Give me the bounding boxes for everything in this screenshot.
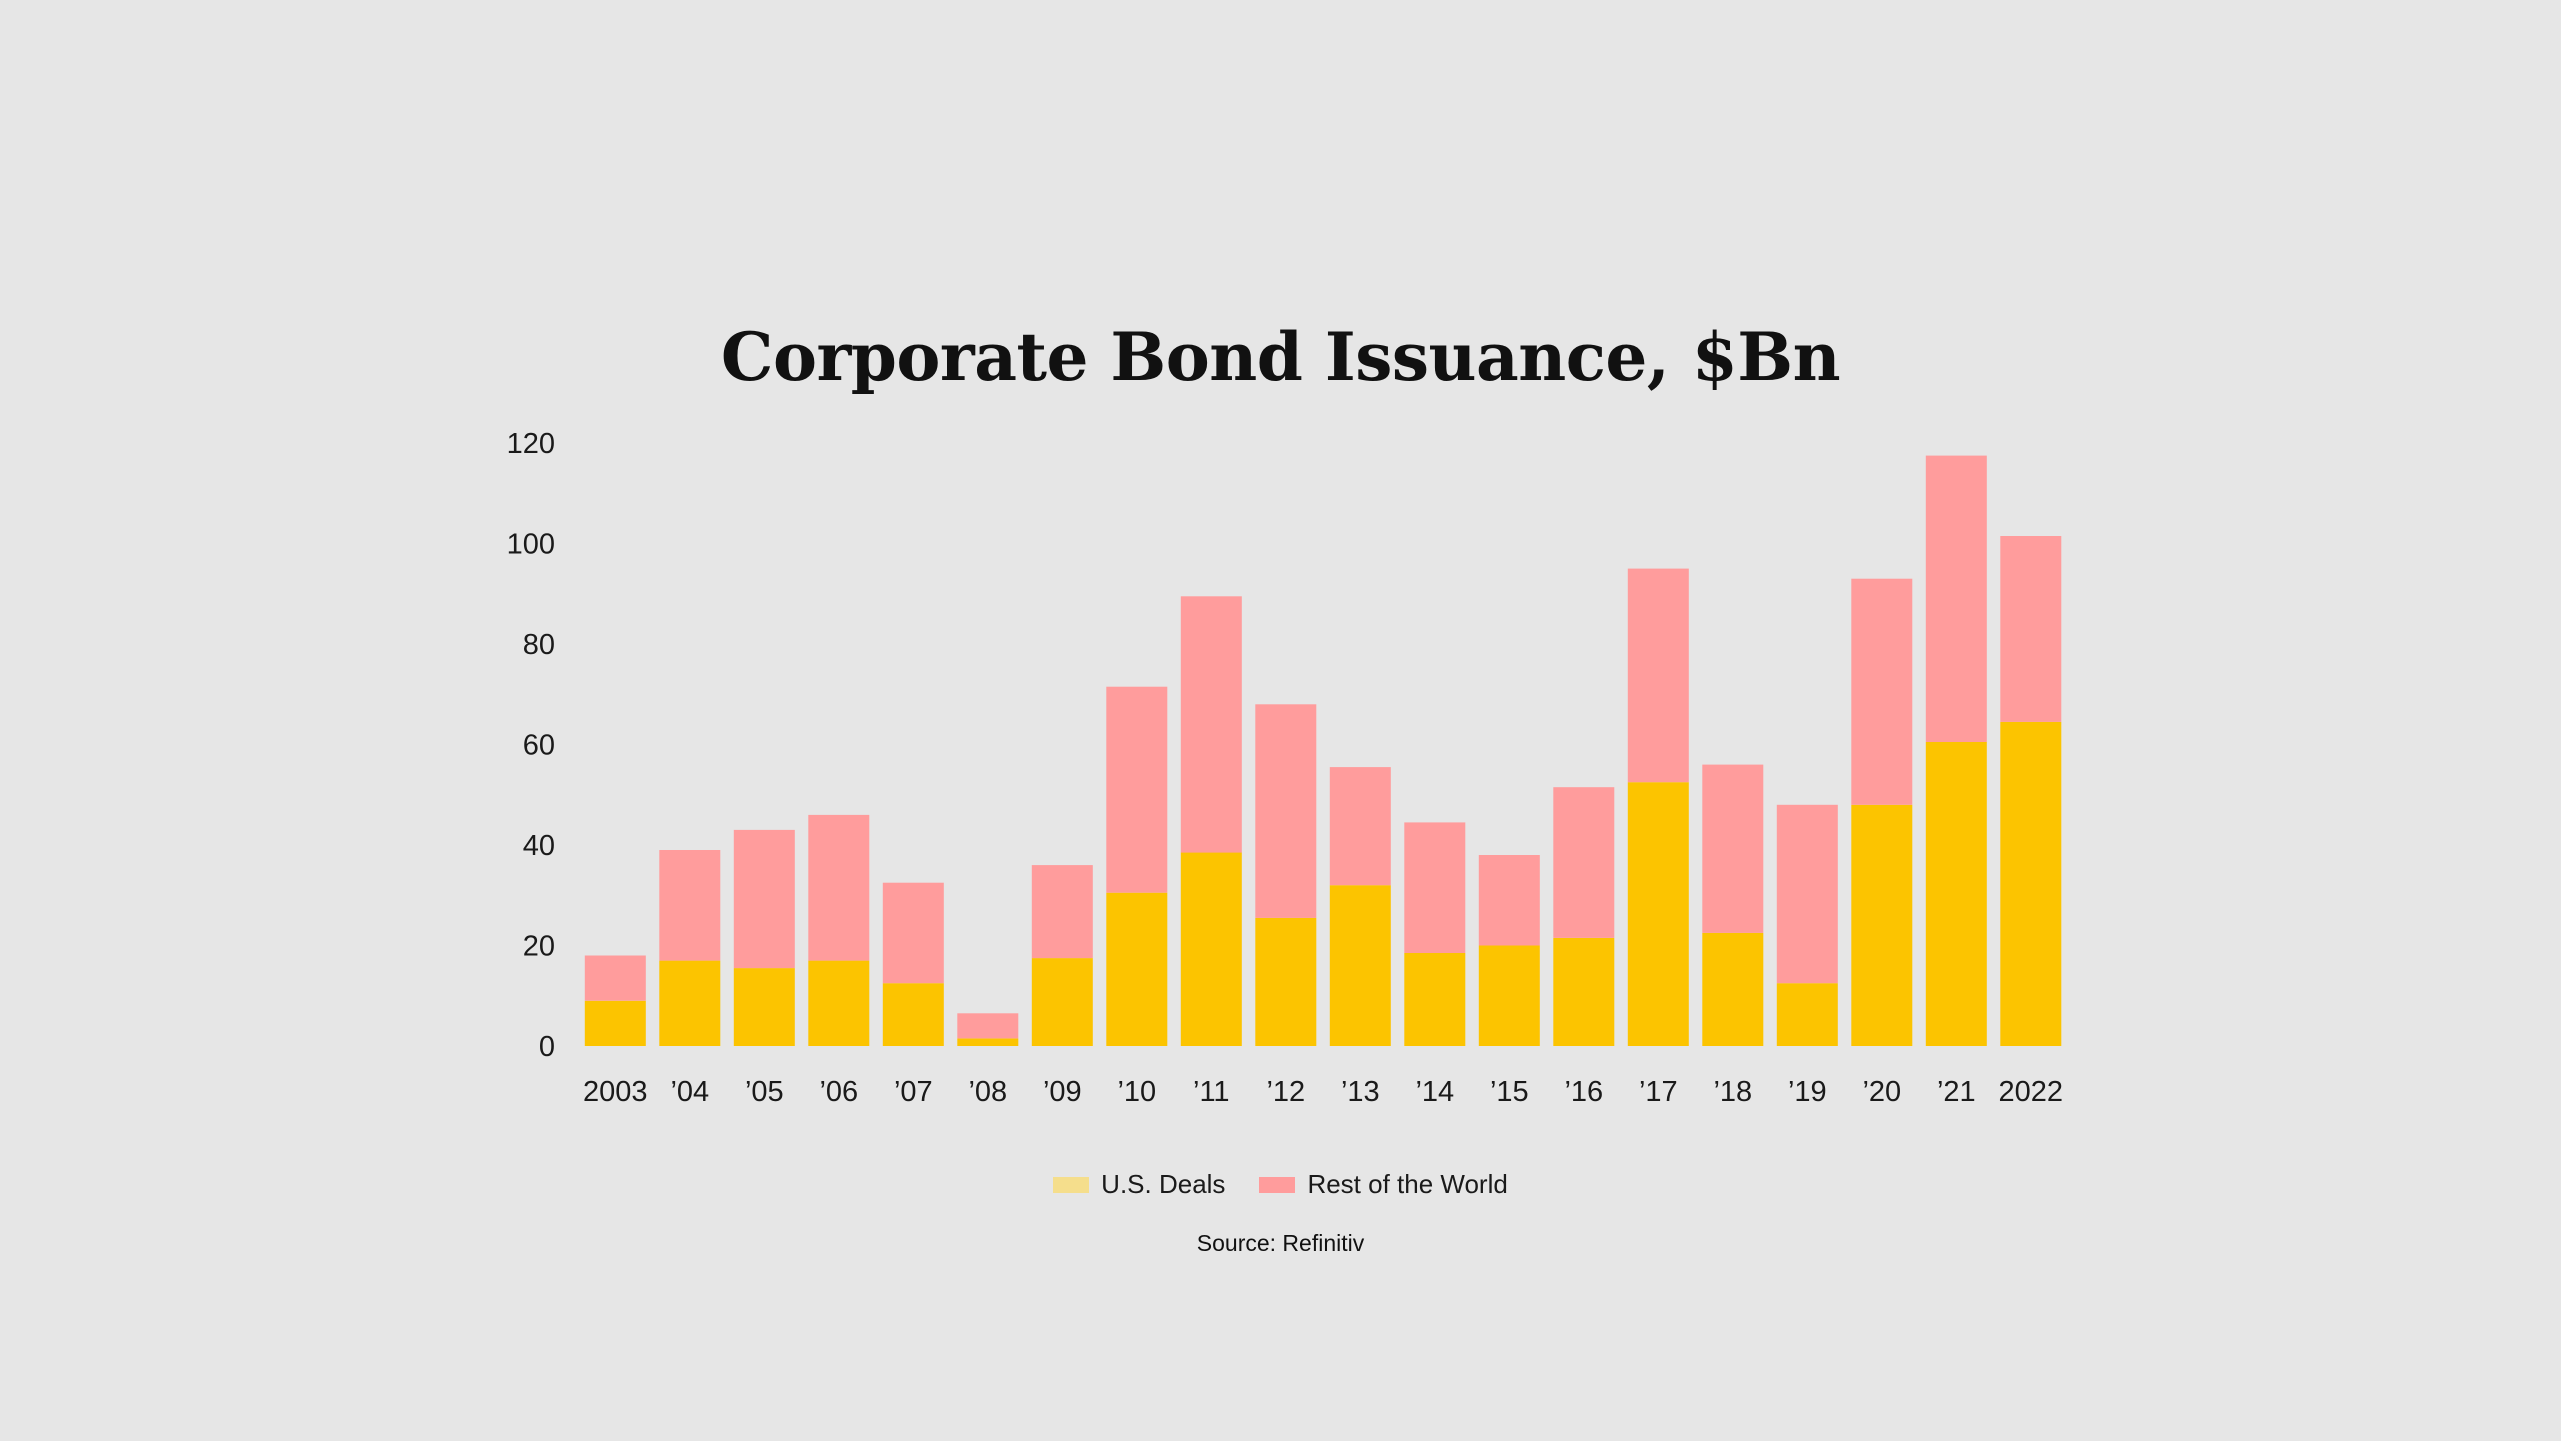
bar-segment-us-deals <box>1329 885 1391 1046</box>
bar-segment-rest-of-world <box>957 1013 1019 1039</box>
bar-segment-rest-of-world <box>1255 704 1317 918</box>
x-tick-label: ’16 <box>1564 1076 1603 1108</box>
bar-segment-us-deals <box>1180 852 1242 1046</box>
y-axis-tick-labels: 0 20 40 60 80 100 120 <box>507 428 555 1063</box>
x-tick-label: ’13 <box>1341 1076 1380 1108</box>
bar-segment-rest-of-world <box>1627 568 1689 783</box>
bar-segment-rest-of-world <box>808 814 870 961</box>
bar-segment-us-deals <box>1031 958 1093 1046</box>
x-tick-label: ’11 <box>1193 1076 1230 1108</box>
x-tick-label: ’21 <box>1937 1076 1976 1108</box>
bar-segment-rest-of-world <box>1404 822 1466 953</box>
x-tick-label: 2022 <box>1999 1076 2064 1108</box>
x-tick-label: ’04 <box>670 1076 709 1108</box>
x-tick-label: ’15 <box>1490 1076 1529 1108</box>
bar-segment-rest-of-world <box>1329 767 1391 886</box>
legend-label-rest-of-world: Rest of the World <box>1307 1169 1508 1199</box>
bar-segment-rest-of-world <box>1925 455 1987 742</box>
bar-segment-us-deals <box>2000 721 2062 1046</box>
y-tick-label: 120 <box>507 428 555 460</box>
bar-segment-us-deals <box>733 968 795 1046</box>
x-tick-label: ’06 <box>819 1076 858 1108</box>
bar-segment-us-deals <box>1106 892 1168 1046</box>
y-tick-label: 100 <box>507 529 555 561</box>
bar-segment-us-deals <box>882 983 944 1046</box>
bar-segment-rest-of-world <box>659 850 721 961</box>
bar-segment-rest-of-world <box>1106 686 1168 893</box>
x-tick-label: ’12 <box>1266 1076 1305 1108</box>
legend-item-us-deals: U.S. Deals <box>1053 1169 1225 1200</box>
bar-segment-rest-of-world <box>1031 865 1093 959</box>
bar-segment-us-deals <box>1627 782 1689 1046</box>
y-tick-label: 20 <box>523 931 555 963</box>
chart-title: Corporate Bond Issuance, $Bn <box>720 318 1841 396</box>
bar-segment-rest-of-world <box>882 882 944 984</box>
legend-swatch-us-deals <box>1053 1176 1090 1193</box>
bar-segment-rest-of-world <box>1851 578 1913 805</box>
x-tick-label: ’20 <box>1862 1076 1901 1108</box>
bar-segment-rest-of-world <box>733 829 795 969</box>
x-tick-label: ’07 <box>894 1076 933 1108</box>
bar-segment-us-deals <box>1851 804 1913 1046</box>
x-tick-label: ’19 <box>1788 1076 1827 1108</box>
bar-segment-us-deals <box>808 960 870 1046</box>
bar-segment-us-deals <box>659 960 721 1046</box>
bar-segment-rest-of-world <box>1776 804 1838 984</box>
y-tick-label: 40 <box>523 830 555 862</box>
x-tick-label: ’18 <box>1713 1076 1752 1108</box>
x-tick-label: ’10 <box>1117 1076 1156 1108</box>
y-tick-label: 80 <box>523 629 555 661</box>
x-tick-label: ’05 <box>745 1076 784 1108</box>
bar-segment-us-deals <box>1255 917 1317 1046</box>
y-tick-label: 60 <box>523 730 555 762</box>
legend-swatch-rest-of-world <box>1259 1176 1296 1193</box>
x-tick-label: ’09 <box>1043 1076 1082 1108</box>
bar-segment-us-deals <box>1776 983 1838 1046</box>
x-tick-label: ’14 <box>1415 1076 1454 1108</box>
source-note: Source: Refinitiv <box>1196 1230 1365 1256</box>
bar-segment-rest-of-world <box>1180 596 1242 853</box>
bar-stacks <box>584 455 2062 1046</box>
bar-segment-rest-of-world <box>1478 855 1540 946</box>
bar-segment-rest-of-world <box>2000 536 2062 722</box>
bar-segment-us-deals <box>957 1038 1019 1046</box>
bar-segment-rest-of-world <box>584 955 646 1001</box>
x-tick-label: ’08 <box>968 1076 1007 1108</box>
bar-segment-us-deals <box>1553 938 1615 1046</box>
bar-segment-us-deals <box>1404 953 1466 1046</box>
x-axis-tick-labels: 2003 ’04 ’05 ’06 ’07 ’08 ’09 ’10 ’11 ’12 ’13 ’14 ’15… <box>583 1076 2063 1108</box>
y-tick-label: 0 <box>539 1031 555 1063</box>
bar-segment-rest-of-world <box>1702 764 1764 933</box>
x-tick-label: ’17 <box>1639 1076 1678 1108</box>
x-tick-label: 2003 <box>583 1076 648 1108</box>
legend-label-us-deals: U.S. Deals <box>1101 1169 1226 1199</box>
bar-segment-us-deals <box>1702 932 1764 1046</box>
bar-segment-us-deals <box>1925 742 1987 1046</box>
bar-segment-us-deals <box>584 1000 646 1046</box>
legend-item-rest-of-world: Rest of the World <box>1259 1169 1508 1200</box>
bar-segment-rest-of-world <box>1553 787 1615 938</box>
bar-segment-us-deals <box>1478 945 1540 1046</box>
legend: U.S. Deals Rest of the World <box>0 1169 2561 1200</box>
